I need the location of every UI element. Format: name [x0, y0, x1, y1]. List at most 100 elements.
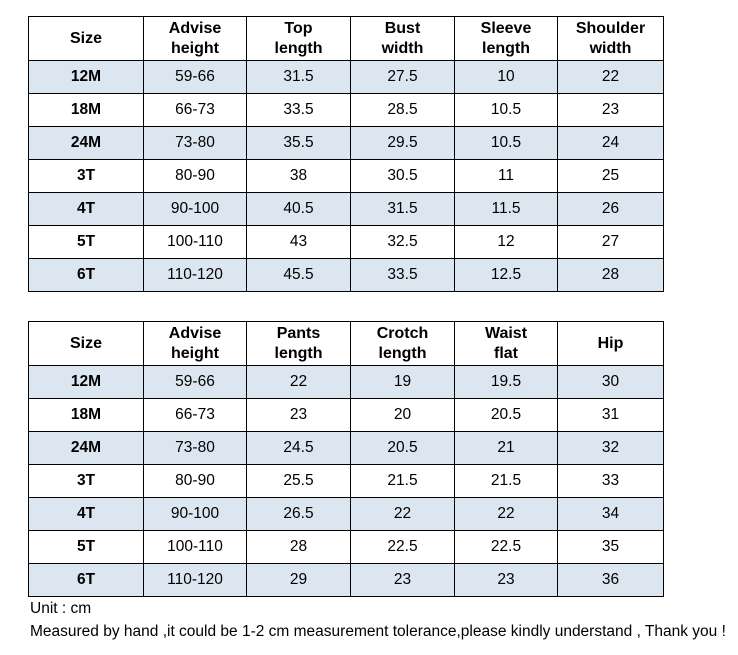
table-cell: 32.5 [350, 225, 455, 259]
table-row: 4T 90-100 40.5 31.5 11.5 26 [28, 192, 664, 226]
table-row: 6T 110-120 29 23 23 36 [28, 563, 664, 597]
header-size: Size [28, 321, 144, 366]
table-row: 4T 90-100 26.5 22 22 34 [28, 497, 664, 531]
table-cell: 23 [350, 563, 455, 597]
table-row: 5T 100-110 28 22.5 22.5 35 [28, 530, 664, 564]
table-cell: 73-80 [143, 126, 247, 160]
table-row: 3T 80-90 25.5 21.5 21.5 33 [28, 464, 664, 498]
size-cell: 4T [28, 497, 144, 531]
table-cell: 25 [557, 159, 664, 193]
table-cell: 29 [246, 563, 351, 597]
size-cell: 5T [28, 530, 144, 564]
header-row: Size Advise height Pants length Crotch leng… [28, 321, 664, 366]
header-top-length: Top length [246, 16, 351, 61]
header-advise-height: Advise height [143, 321, 247, 366]
table-cell: 31 [557, 398, 664, 432]
header-size: Size [28, 16, 144, 61]
table-cell: 22 [557, 60, 664, 94]
table-cell: 36 [557, 563, 664, 597]
table-row: 6T 110-120 45.5 33.5 12.5 28 [28, 258, 664, 292]
table-cell: 28.5 [350, 93, 455, 127]
table-cell: 23 [246, 398, 351, 432]
table-cell: 45.5 [246, 258, 351, 292]
table-cell: 59-66 [143, 365, 247, 399]
header-advise-height: Advise height [143, 16, 247, 61]
top-size-table: Size Advise height Top length Bust width Sl… [28, 16, 664, 292]
table-cell: 110-120 [143, 258, 247, 292]
table-cell: 100-110 [143, 225, 247, 259]
table-cell: 30 [557, 365, 664, 399]
table-row: 12M 59-66 31.5 27.5 10 22 [28, 60, 664, 94]
table-cell: 26.5 [246, 497, 351, 531]
table-cell: 19.5 [454, 365, 558, 399]
header-sleeve-length: Sleeve length [454, 16, 558, 61]
table-cell: 12 [454, 225, 558, 259]
table-cell: 33.5 [350, 258, 455, 292]
table-cell: 90-100 [143, 192, 247, 226]
table-cell: 25.5 [246, 464, 351, 498]
tolerance-note: Measured by hand ,it could be 1-2 cm mea… [30, 623, 726, 640]
size-cell: 18M [28, 93, 144, 127]
table-cell: 22 [454, 497, 558, 531]
table-cell: 21.5 [454, 464, 558, 498]
table-cell: 20.5 [454, 398, 558, 432]
header-row: Size Advise height Top length Bust width Sl… [28, 16, 664, 61]
table-cell: 30.5 [350, 159, 455, 193]
table-cell: 73-80 [143, 431, 247, 465]
size-cell: 12M [28, 60, 144, 94]
table-cell: 11 [454, 159, 558, 193]
unit-note: Unit : cm [30, 600, 92, 617]
table-cell: 27.5 [350, 60, 455, 94]
header-crotch-length: Crotch length [350, 321, 455, 366]
table-cell: 22.5 [350, 530, 455, 564]
size-cell: 12M [28, 365, 144, 399]
header-shoulder-width: Shoulder width [557, 16, 664, 61]
table-cell: 31.5 [246, 60, 351, 94]
table-cell: 27 [557, 225, 664, 259]
table-cell: 11.5 [454, 192, 558, 226]
table-cell: 33 [557, 464, 664, 498]
table-cell: 35 [557, 530, 664, 564]
table-cell: 22 [350, 497, 455, 531]
table-row: 24M 73-80 24.5 20.5 21 32 [28, 431, 664, 465]
size-cell: 18M [28, 398, 144, 432]
size-cell: 24M [28, 431, 144, 465]
table-cell: 80-90 [143, 464, 247, 498]
table-cell: 31.5 [350, 192, 455, 226]
table-cell: 26 [557, 192, 664, 226]
size-cell: 24M [28, 126, 144, 160]
table-cell: 40.5 [246, 192, 351, 226]
table-cell: 90-100 [143, 497, 247, 531]
table-cell: 35.5 [246, 126, 351, 160]
table-row: 24M 73-80 35.5 29.5 10.5 24 [28, 126, 664, 160]
header-waist-flat: Waist flat [454, 321, 558, 366]
table-cell: 20.5 [350, 431, 455, 465]
size-cell: 4T [28, 192, 144, 226]
bottom-size-table: Size Advise height Pants length Crotch leng… [28, 321, 664, 597]
table-cell: 22 [246, 365, 351, 399]
table-cell: 19 [350, 365, 455, 399]
table-cell: 38 [246, 159, 351, 193]
table-cell: 28 [246, 530, 351, 564]
table-cell: 12.5 [454, 258, 558, 292]
table-cell: 20 [350, 398, 455, 432]
table-cell: 66-73 [143, 398, 247, 432]
table-cell: 10.5 [454, 93, 558, 127]
table-cell: 21.5 [350, 464, 455, 498]
table-row: 12M 59-66 22 19 19.5 30 [28, 365, 664, 399]
table-cell: 34 [557, 497, 664, 531]
table-cell: 10 [454, 60, 558, 94]
table-cell: 24.5 [246, 431, 351, 465]
table-cell: 21 [454, 431, 558, 465]
table-row: 18M 66-73 23 20 20.5 31 [28, 398, 664, 432]
table-row: 18M 66-73 33.5 28.5 10.5 23 [28, 93, 664, 127]
table-cell: 110-120 [143, 563, 247, 597]
size-cell: 5T [28, 225, 144, 259]
size-cell: 6T [28, 258, 144, 292]
table-cell: 80-90 [143, 159, 247, 193]
table-cell: 32 [557, 431, 664, 465]
table-cell: 33.5 [246, 93, 351, 127]
table-cell: 23 [454, 563, 558, 597]
header-hip: Hip [557, 321, 664, 366]
header-pants-length: Pants length [246, 321, 351, 366]
